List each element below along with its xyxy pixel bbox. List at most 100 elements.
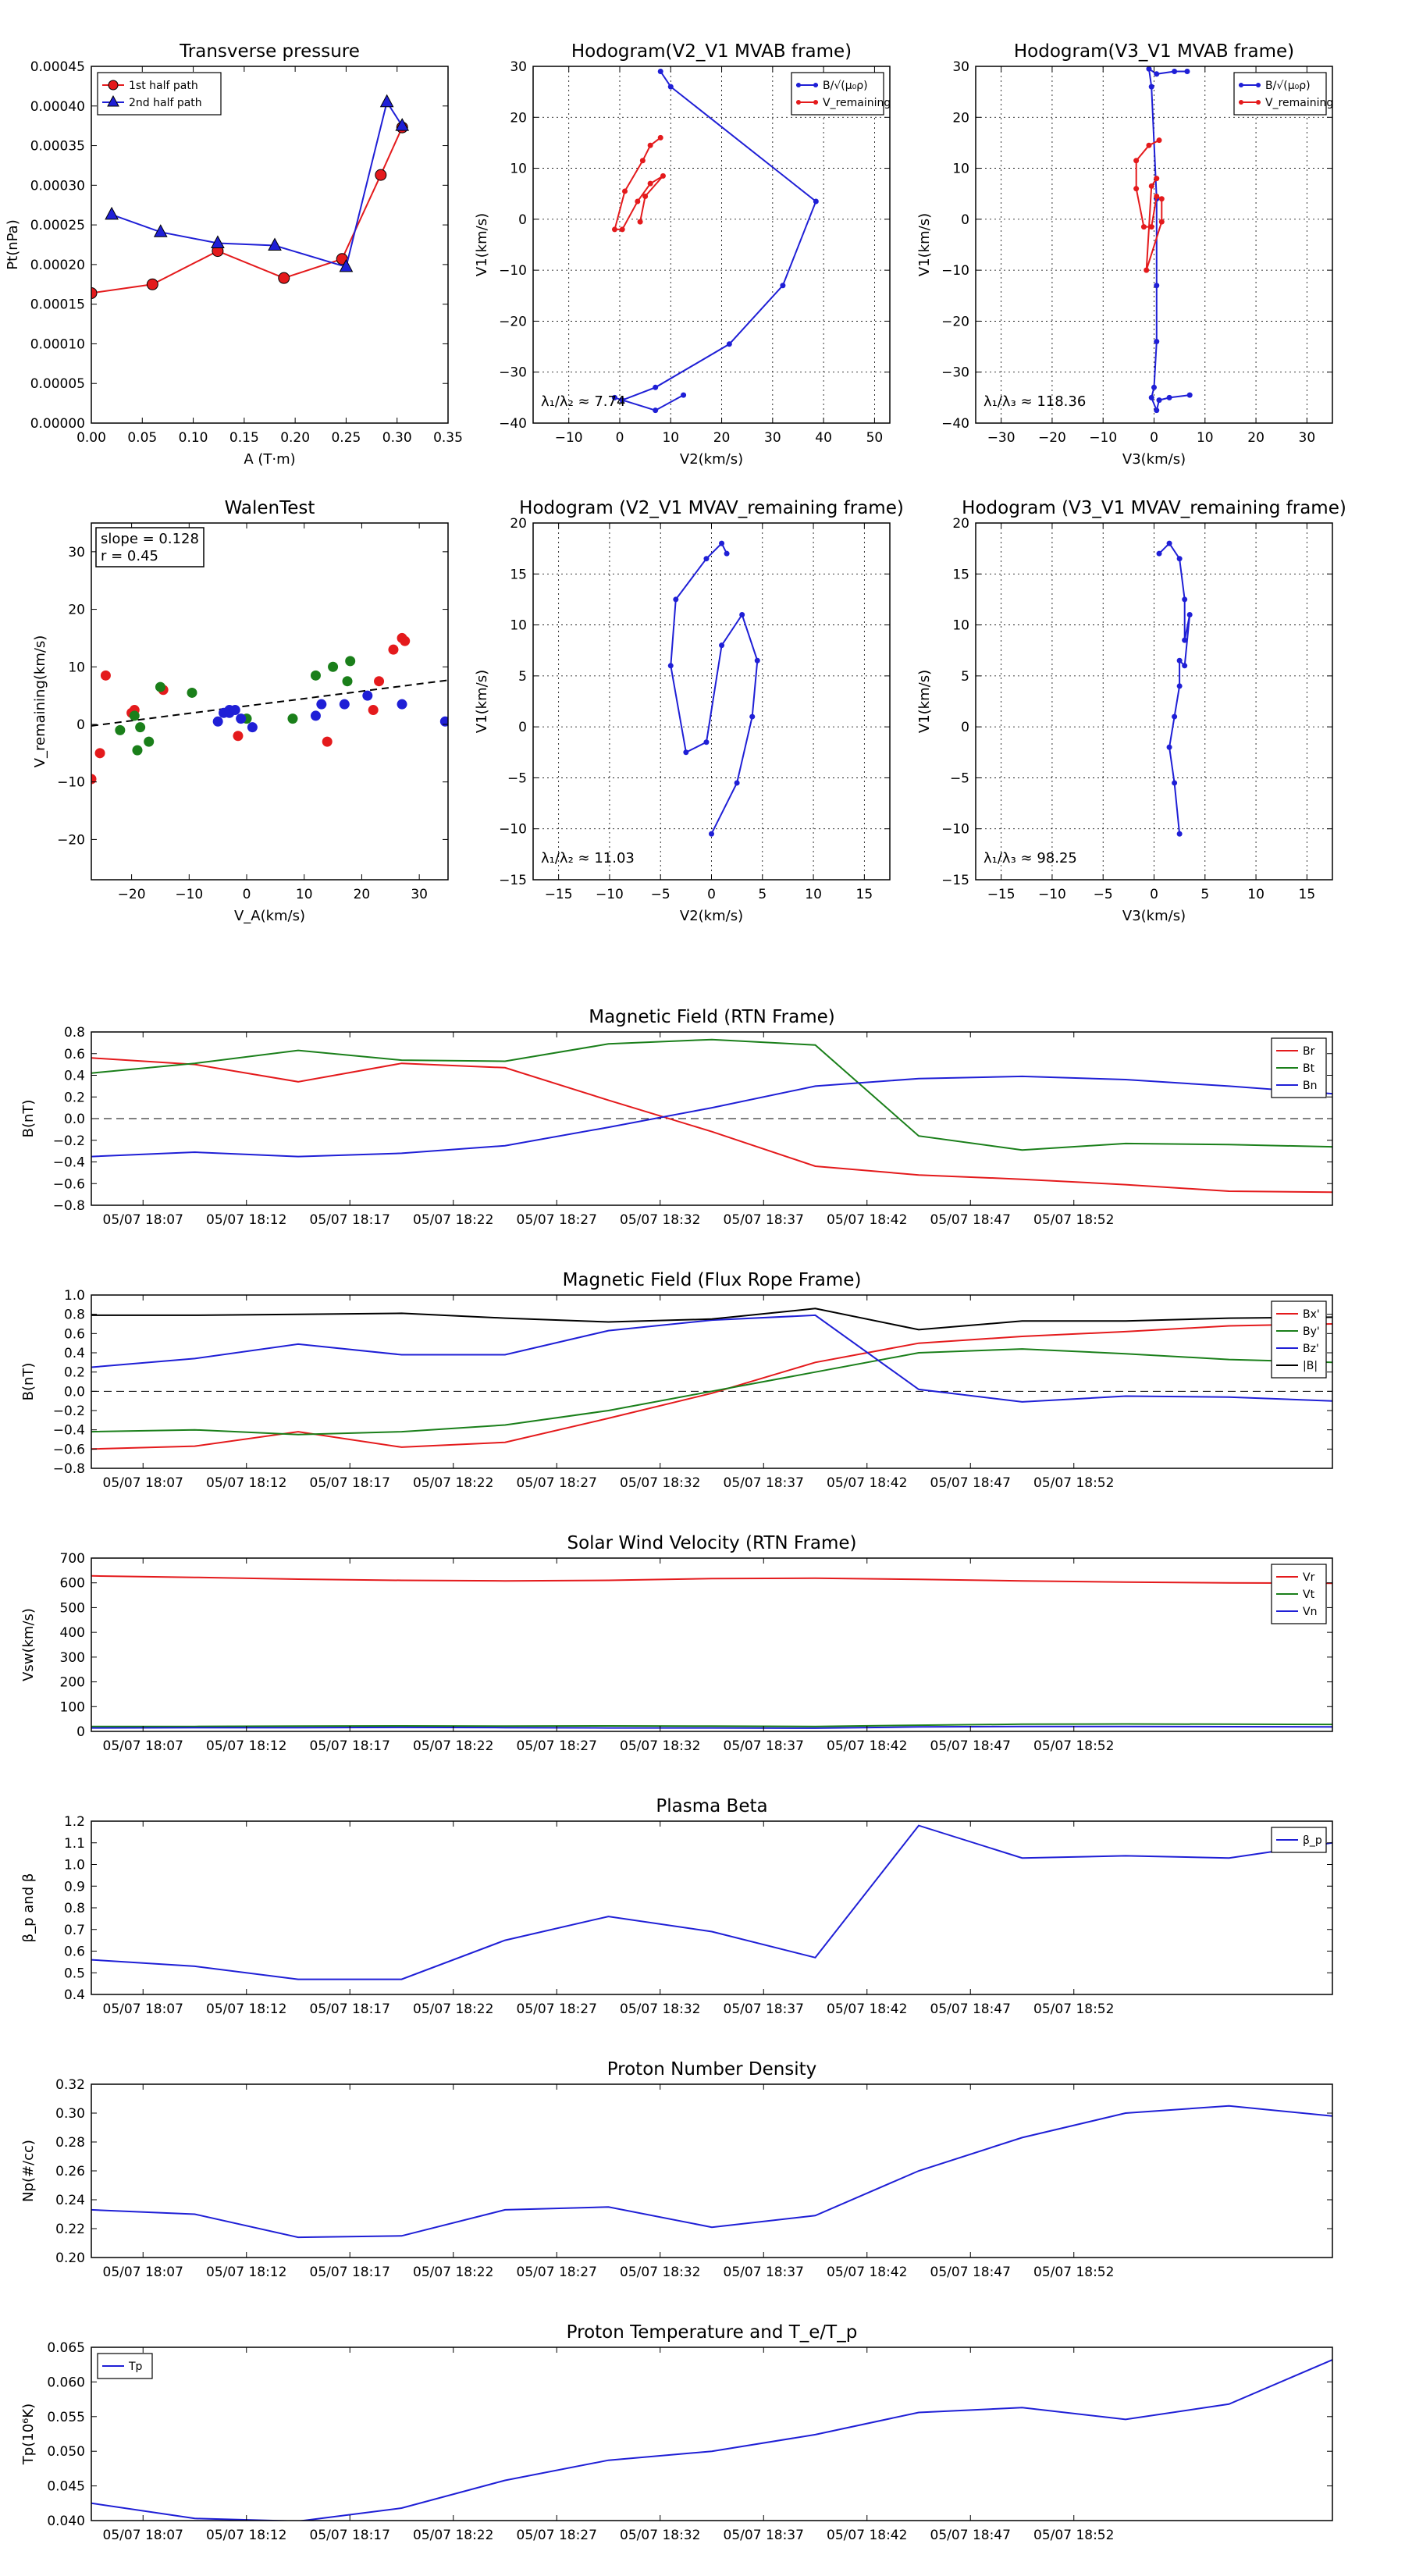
data-point <box>653 384 659 390</box>
x-axis-label: V2(km/s) <box>680 908 743 924</box>
chart-mag_rtn: Magnetic Field (RTN Frame) 05/07 18:07 05/… <box>20 1007 1333 1228</box>
x-tick-label: 20 <box>713 430 731 446</box>
y-tick-label: −0.4 <box>53 1423 85 1439</box>
y-tick-label: 0.055 <box>47 2410 85 2425</box>
x-tick-label: 05/07 18:37 <box>724 1475 804 1491</box>
legend-label: β_p <box>1303 1834 1322 1847</box>
data-point <box>94 748 105 759</box>
data-point <box>611 226 617 233</box>
chart-walen: WalenTest −20 −10 0 10 20 30 −20 −10 0 10 20 30 V_A(k… <box>32 498 449 924</box>
y-tick-label: 15 <box>952 567 969 582</box>
y-tick-label: 1.0 <box>64 1288 85 1304</box>
eigenvalue-ratio: λ₁/λ₃ ≈ 118.36 <box>984 393 1086 410</box>
y-tick-label: 0.24 <box>55 2193 85 2208</box>
x-tick-label: 30 <box>411 887 428 902</box>
x-tick-label: 0 <box>1150 430 1158 446</box>
y-tick-label: 0.045 <box>47 2479 85 2495</box>
chart-title: Hodogram(V3_V1 MVAB frame) <box>1014 41 1294 62</box>
x-tick-label: −10 <box>175 887 203 902</box>
y-tick-label: 0.00005 <box>30 376 85 392</box>
x-tick-label: 20 <box>1247 430 1264 446</box>
plot-frame <box>91 2347 1333 2521</box>
y-tick-label: 30 <box>510 59 527 75</box>
legend: Vr Vt Vn <box>1271 1564 1327 1624</box>
data-point <box>1186 612 1193 618</box>
plot-data <box>91 1574 1332 1729</box>
series-line-1 <box>91 1348 1332 1436</box>
x-tick-label: 05/07 18:27 <box>517 2528 597 2543</box>
data-point <box>278 272 290 284</box>
data-point <box>703 556 710 562</box>
data-point <box>1182 637 1188 643</box>
data-point <box>709 831 714 837</box>
data-point <box>153 224 168 237</box>
data-point <box>236 713 247 724</box>
x-tick-label: 10 <box>296 887 313 902</box>
chart-tp: Proton Temperature and T_e/T_p 05/07 18:0… <box>20 2322 1333 2543</box>
x-tick-label: 05/07 18:52 <box>1033 1212 1114 1228</box>
data-point <box>637 219 643 225</box>
legend-label: Bt <box>1303 1062 1315 1075</box>
chart-h4: Hodogram (V3_V1 MVAV_remaining frame) −15… <box>916 498 1346 924</box>
y-tick-label: 0.00020 <box>30 258 85 273</box>
y-tick-label: −30 <box>499 365 527 381</box>
series-line-0 <box>91 1574 1332 1585</box>
x-tick-label: 05/07 18:37 <box>724 2528 804 2543</box>
y-tick-label: 0.6 <box>64 1326 85 1342</box>
data-point <box>611 394 617 400</box>
data-point <box>726 341 732 347</box>
y-tick-label: 0.8 <box>64 1025 85 1041</box>
x-tick-label: 05/07 18:07 <box>103 1212 183 1228</box>
x-tick-label: −20 <box>118 887 146 902</box>
data-point <box>1184 69 1190 75</box>
data-point <box>322 736 333 747</box>
data-point <box>1176 657 1183 664</box>
y-tick-label: 0.9 <box>64 1879 85 1895</box>
y-tick-label: −10 <box>57 775 85 791</box>
data-point <box>1148 224 1154 230</box>
y-tick-label: 20 <box>510 516 527 532</box>
x-tick-label: 10 <box>1247 887 1264 902</box>
data-point <box>642 193 649 199</box>
y-tick-label: −15 <box>941 873 969 888</box>
series-line-0 <box>614 70 817 411</box>
y-tick-label: 0 <box>76 1724 85 1740</box>
x-tick-label: 05/07 18:42 <box>827 1475 907 1491</box>
data-point <box>647 180 653 187</box>
x-tick-label: 15 <box>856 887 873 902</box>
data-point <box>129 710 140 721</box>
legend-marker <box>1239 100 1243 105</box>
chart-title: Hodogram (V2_V1 MVAV_remaining frame) <box>519 498 904 518</box>
y-axis-label: V1(km/s) <box>916 670 933 733</box>
x-axis-label: V3(km/s) <box>1122 451 1186 468</box>
data-point <box>375 169 387 181</box>
y-tick-label: −0.6 <box>53 1442 85 1457</box>
legend: β_p <box>1271 1827 1327 1853</box>
y-tick-label: 0.20 <box>55 2250 85 2266</box>
y-tick-label: 0.6 <box>64 1047 85 1062</box>
legend-label: 2nd half path <box>129 97 202 109</box>
data-point <box>379 94 394 108</box>
x-tick-label: 05/07 18:52 <box>1033 2265 1114 2280</box>
x-tick-label: 05/07 18:32 <box>620 1738 700 1754</box>
x-tick-label: 0.15 <box>229 430 259 446</box>
data-point <box>1176 831 1183 837</box>
series-line-1 <box>1135 139 1163 271</box>
y-tick-label: 10 <box>510 618 527 634</box>
x-tick-label: 0 <box>616 430 624 446</box>
data-point <box>813 198 819 205</box>
data-point <box>155 681 165 692</box>
x-tick-label: 10 <box>805 887 822 902</box>
data-point <box>233 731 244 742</box>
x-tick-label: 05/07 18:52 <box>1033 1738 1114 1754</box>
data-point <box>1148 394 1154 400</box>
data-point <box>673 596 679 603</box>
data-point <box>780 283 786 289</box>
data-point <box>91 286 98 299</box>
legend: Bx' By' Bz' |B| <box>1271 1300 1327 1379</box>
x-tick-label: 05/07 18:12 <box>206 2265 286 2280</box>
data-point <box>749 713 756 720</box>
y-tick-label: 30 <box>68 545 85 560</box>
stats-box <box>95 527 205 568</box>
chart-h3: Hodogram (V2_V1 MVAV_remaining frame) −15… <box>474 498 904 924</box>
